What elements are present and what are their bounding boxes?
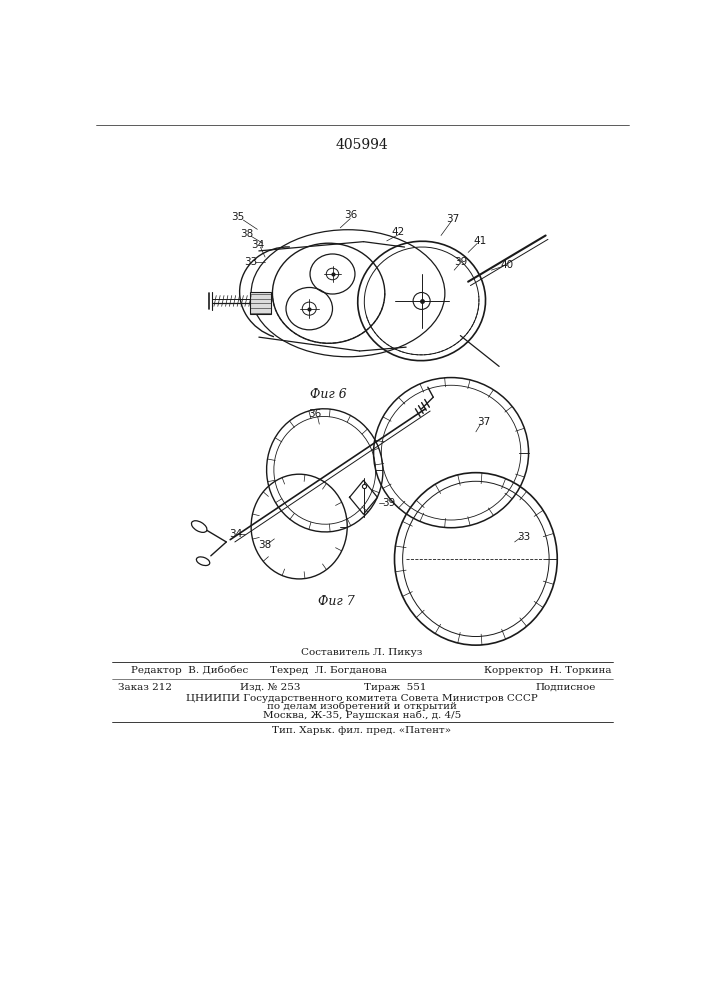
Text: Заказ 212: Заказ 212	[118, 683, 172, 692]
Text: 33: 33	[518, 532, 530, 542]
Text: Составитель Л. Пикуз: Составитель Л. Пикуз	[301, 648, 423, 657]
Text: 35: 35	[231, 212, 245, 222]
Text: 39: 39	[382, 498, 395, 508]
Text: 36: 36	[344, 210, 357, 220]
Text: Редактор  В. Дибобес: Редактор В. Дибобес	[131, 666, 248, 675]
Text: 39: 39	[454, 257, 467, 267]
Text: Изд. № 253: Изд. № 253	[240, 683, 300, 692]
FancyBboxPatch shape	[250, 292, 271, 314]
Text: 34: 34	[229, 529, 243, 539]
Text: ЦНИИПИ Государственного комитета Совета Министров СССР: ЦНИИПИ Государственного комитета Совета …	[186, 694, 538, 703]
Text: 37: 37	[446, 214, 460, 224]
Text: Тираж  551: Тираж 551	[363, 683, 426, 692]
Text: по делам изобретений и открытий: по делам изобретений и открытий	[267, 702, 457, 711]
Text: 37: 37	[477, 417, 490, 427]
Text: 33: 33	[245, 257, 258, 267]
Text: 34: 34	[251, 240, 264, 250]
Text: Москва, Ж-35, Раушская наб., д. 4/5: Москва, Ж-35, Раушская наб., д. 4/5	[263, 710, 461, 720]
Text: Техред  Л. Богданова: Техред Л. Богданова	[270, 666, 387, 675]
Text: Фиг 7: Фиг 7	[318, 595, 355, 608]
Text: 38: 38	[259, 540, 271, 550]
Text: 38: 38	[240, 229, 254, 239]
Text: 41: 41	[473, 236, 486, 246]
Text: 36: 36	[308, 409, 321, 419]
Text: 40: 40	[501, 260, 513, 270]
Text: Подписное: Подписное	[535, 683, 596, 692]
Text: 42: 42	[392, 227, 405, 237]
Text: 405994: 405994	[336, 138, 388, 152]
Text: Корректор  Н. Торкина: Корректор Н. Торкина	[484, 666, 611, 675]
Text: Тип. Харьк. фил. пред. «Патент»: Тип. Харьк. фил. пред. «Патент»	[272, 726, 452, 735]
Text: Фиг 6: Фиг 6	[310, 388, 347, 401]
